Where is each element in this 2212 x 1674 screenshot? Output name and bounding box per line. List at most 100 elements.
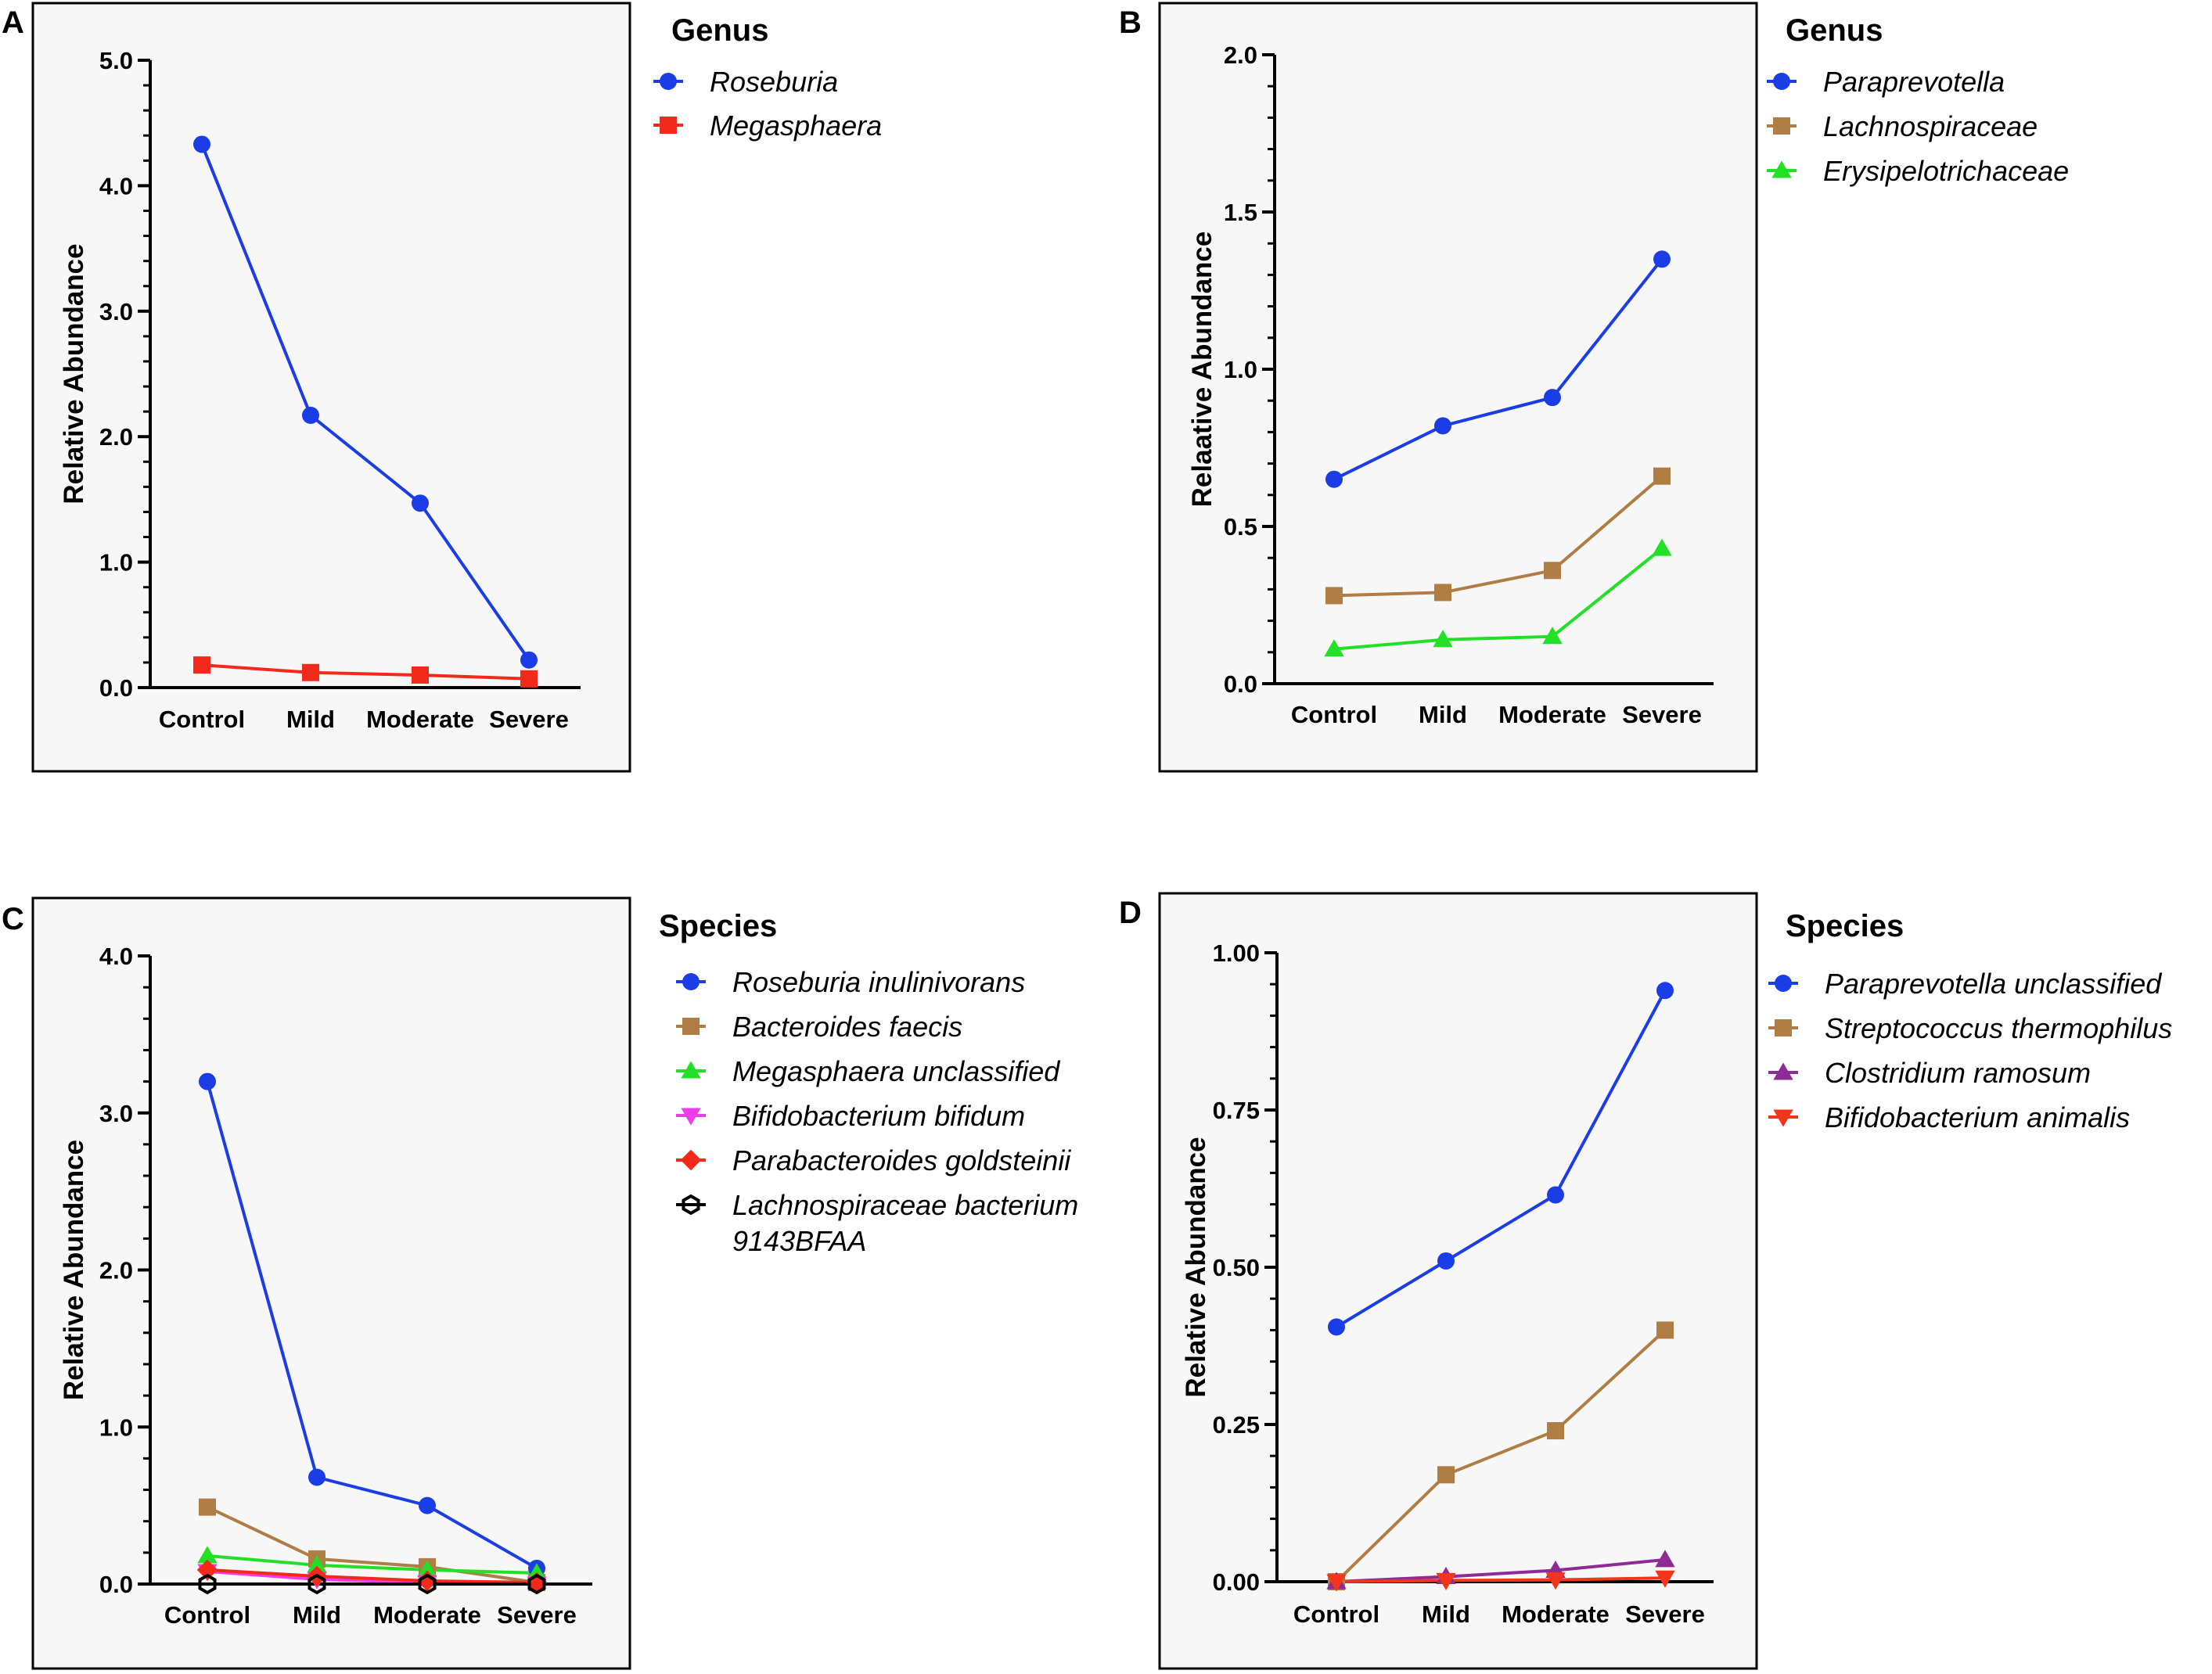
legend-d-label-paraprevotella-unclassified: Paraprevotella unclassified bbox=[1825, 968, 2162, 1000]
chart-b-point-lachnospiraceae-severe bbox=[1653, 467, 1671, 485]
chart-b-y-tick-label: 0.5 bbox=[1224, 513, 1257, 541]
chart-a-x-tick-label-control: Control bbox=[159, 706, 245, 733]
panel-b-frame bbox=[1158, 2, 1758, 773]
chart-d-point-bifidobacterium-animalis-moderate bbox=[1545, 1572, 1566, 1590]
legend-b: Paraprevotella Lachnospiraceae Erysipelotr… bbox=[1767, 66, 2069, 187]
chart-a-x-tick-label-mild: Mild bbox=[286, 706, 335, 733]
panel-a: A 0.0 1.0 2.0 3.0 4.0 5.0 Control Mild Moderate S… bbox=[2, 2, 882, 773]
chart-a-point-megasphaera-control bbox=[193, 656, 210, 674]
chart-d-point-paraprevotella-unclassified-control bbox=[1328, 1318, 1345, 1336]
chart-b-point-lachnospiraceae-moderate bbox=[1544, 562, 1561, 580]
legend-a-marker-roseburia bbox=[660, 73, 677, 90]
chart-d-point-bifidobacterium-animalis-severe bbox=[1655, 1570, 1675, 1588]
chart-c-point-roseburia-inulinivorans-control bbox=[199, 1072, 216, 1090]
chart-c-x-tick-label-severe: Severe bbox=[497, 1601, 577, 1629]
panel-a-frame bbox=[31, 2, 631, 773]
chart-a-y-tick-label: 1.0 bbox=[99, 549, 133, 577]
chart-c-point-roseburia-inulinivorans-moderate bbox=[419, 1496, 436, 1514]
legend-d-label-clostridium-ramosum: Clostridium ramosum bbox=[1825, 1057, 2091, 1089]
chart-c-point-parabacteroides-goldsteinii-moderate bbox=[416, 1570, 438, 1592]
legend-d-marker-paraprevotella-unclassified bbox=[1775, 975, 1792, 992]
chart-a-y-axis-title: Relative Abundance bbox=[59, 243, 89, 504]
legend-title-b: Genus bbox=[1786, 13, 1883, 48]
chart-b-y-tick-label: 2.0 bbox=[1224, 41, 1257, 69]
chart-d-y-tick-label: 0.50 bbox=[1213, 1254, 1260, 1281]
chart-b-series-line-lachnospiraceae bbox=[1333, 475, 1663, 598]
chart-c-point-roseburia-inulinivorans-mild bbox=[308, 1468, 326, 1486]
chart-a-point-roseburia-moderate bbox=[412, 494, 429, 512]
chart-a-y-tick-label: 0.0 bbox=[99, 674, 133, 702]
chart-b-y-tick-label: 1.0 bbox=[1224, 356, 1257, 383]
legend-c-label-parabacteroides-goldsteinii: Parabacteroides goldsteinii bbox=[732, 1144, 1071, 1176]
chart-d-point-paraprevotella-unclassified-moderate bbox=[1547, 1186, 1564, 1204]
legend-b-marker-erysipelotrichaceae bbox=[1771, 160, 1792, 178]
chart-d-x-tick-label-mild: Mild bbox=[1422, 1600, 1470, 1628]
chart-c-x-tick-label-mild: Mild bbox=[293, 1601, 341, 1629]
panel-d-frame bbox=[1158, 892, 1758, 1670]
chart-c-point-megasphaera-unclassified-severe bbox=[527, 1563, 547, 1581]
chart-c-point-lachnospiraceae-bacterium-severe bbox=[527, 1573, 546, 1595]
legend-d-marker-bifidobacterium-animalis bbox=[1773, 1109, 1793, 1127]
legend-b-label-erysipelotrichaceae: Erysipelotrichaceae bbox=[1823, 155, 2069, 187]
chart-d-point-streptococcus-thermophilus-mild bbox=[1437, 1466, 1455, 1484]
chart-b-point-erysipelotrichaceae-mild bbox=[1433, 630, 1453, 648]
chart-d-y-tick-label: 1.00 bbox=[1213, 939, 1260, 967]
legend-c-marker-bacteroides-faecis bbox=[682, 1018, 700, 1035]
legend-d-label-streptococcus-thermophilus: Streptococcus thermophilus bbox=[1825, 1012, 2172, 1044]
legend-c-marker-lachnospiraceae-bacterium bbox=[682, 1194, 700, 1216]
chart-a-series-line-roseburia bbox=[200, 143, 531, 661]
chart-d-point-streptococcus-thermophilus-severe bbox=[1656, 1321, 1674, 1339]
chart-b-x-tick-label-severe: Severe bbox=[1622, 701, 1702, 728]
chart-a-point-roseburia-control bbox=[193, 135, 210, 153]
chart-b-point-erysipelotrichaceae-severe bbox=[1652, 538, 1672, 556]
chart-d-y-tick-label: 0.75 bbox=[1213, 1097, 1260, 1124]
chart-b-x-tick-label-moderate: Moderate bbox=[1498, 701, 1606, 728]
chart-d-point-bifidobacterium-animalis-control bbox=[1326, 1574, 1347, 1592]
chart-a-point-megasphaera-mild bbox=[302, 663, 319, 681]
chart-a-series-line-megasphaera bbox=[201, 663, 530, 681]
chart-c-point-lachnospiraceae-bacterium-control bbox=[198, 1573, 217, 1595]
chart-d-y-tick-label: 0.00 bbox=[1213, 1568, 1260, 1596]
legend-c-label-lachnospiraceae-bacterium: Lachnospiraceae bacterium bbox=[732, 1189, 1078, 1221]
chart-d-x-tick-label-moderate: Moderate bbox=[1502, 1600, 1610, 1628]
chart-c-point-megasphaera-unclassified-control bbox=[197, 1546, 218, 1564]
chart-b-point-erysipelotrichaceae-moderate bbox=[1542, 627, 1563, 645]
legend-b-marker-lachnospiraceae bbox=[1773, 117, 1790, 135]
chart-b-point-erysipelotrichaceae-control bbox=[1324, 639, 1344, 657]
chart-a-point-megasphaera-severe bbox=[520, 670, 538, 688]
chart-c-series-line-parabacteroides-goldsteinii bbox=[207, 1568, 538, 1584]
legend-d-marker-clostridium-ramosum bbox=[1773, 1062, 1793, 1080]
chart-a-x-tick-label-severe: Severe bbox=[489, 706, 569, 733]
legend-c-label-roseburia-inulinivorans: Roseburia inulinivorans bbox=[732, 966, 1025, 998]
chart-b-point-lachnospiraceae-control bbox=[1325, 587, 1343, 605]
chart-b-y-tick-label: 0.0 bbox=[1224, 670, 1257, 698]
legend-c-marker-megasphaera-unclassified bbox=[681, 1061, 701, 1079]
chart-d-point-streptococcus-thermophilus-moderate bbox=[1547, 1422, 1564, 1440]
chart-b-x-tick-label-mild: Mild bbox=[1419, 701, 1467, 728]
legend-title-a: Genus bbox=[671, 13, 768, 48]
chart-c-point-parabacteroides-goldsteinii-control bbox=[196, 1559, 218, 1581]
legend-c-label-bacteroides-faecis: Bacteroides faecis bbox=[732, 1011, 962, 1043]
legend-d-marker-streptococcus-thermophilus bbox=[1775, 1019, 1792, 1036]
legend-title-c: Species bbox=[659, 909, 777, 943]
chart-c-series-line-roseburia-inulinivorans bbox=[206, 1081, 538, 1570]
legend-d: Paraprevotella unclassified Streptococcus… bbox=[1768, 968, 2172, 1133]
panel-letter-b: B bbox=[1119, 5, 1142, 40]
chart-c-y-tick-label: 2.0 bbox=[99, 1257, 133, 1284]
chart-a-point-roseburia-severe bbox=[520, 651, 538, 669]
legend-a: Roseburia Megasphaera bbox=[653, 66, 882, 142]
chart-c-point-bacteroides-faecis-control bbox=[199, 1498, 216, 1516]
chart-d-x-tick-label-control: Control bbox=[1293, 1600, 1379, 1628]
legend-c-marker-parabacteroides-goldsteinii bbox=[680, 1149, 702, 1171]
legend-b-label-lachnospiraceae: Lachnospiraceae bbox=[1823, 110, 2038, 142]
legend-c-label-lachnospiraceae-bacterium-line2: 9143BFAA bbox=[732, 1225, 866, 1257]
chart-a-point-roseburia-mild bbox=[302, 406, 319, 424]
legend-c-marker-bifidobacterium-bifidum bbox=[681, 1108, 701, 1126]
legend-a-label-megasphaera: Megasphaera bbox=[710, 110, 882, 142]
panel-letter-d: D bbox=[1119, 896, 1142, 930]
legend-b-marker-paraprevotella bbox=[1773, 73, 1790, 90]
legend-d-label-bifidobacterium-animalis: Bifidobacterium animalis bbox=[1825, 1101, 2130, 1133]
chart-d-point-paraprevotella-unclassified-mild bbox=[1437, 1252, 1455, 1270]
chart-b-series-line-erysipelotrichaceae bbox=[1333, 547, 1663, 651]
chart-a-point-megasphaera-moderate bbox=[412, 666, 429, 684]
